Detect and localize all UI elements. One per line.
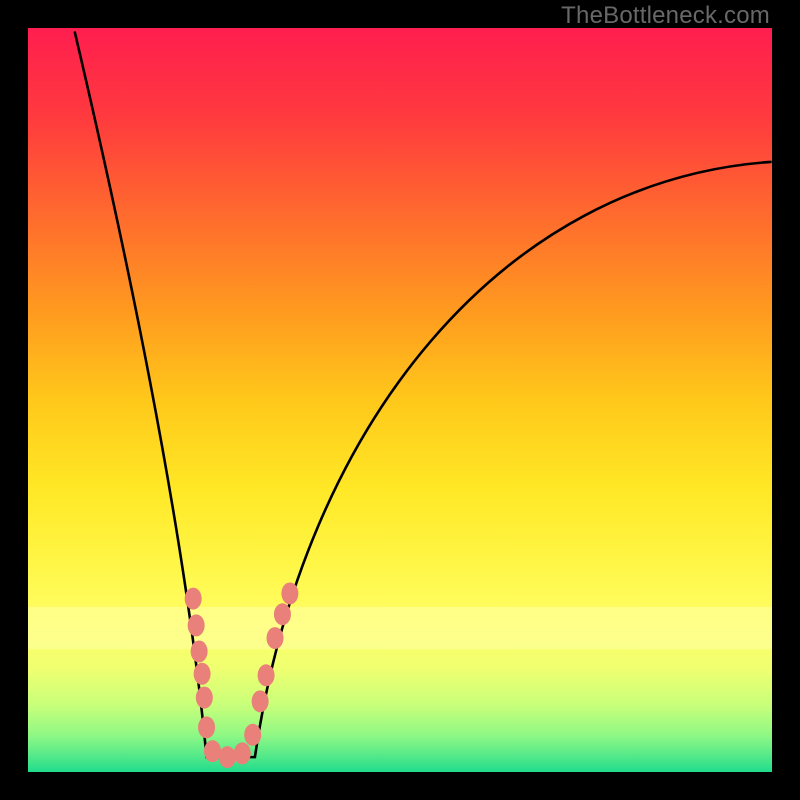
- curve-marker: [244, 724, 261, 746]
- curve-marker: [258, 664, 275, 686]
- curve-marker: [281, 582, 298, 604]
- curve-marker: [196, 687, 213, 709]
- curve-marker: [274, 603, 291, 625]
- curve-marker: [191, 640, 208, 662]
- curve-marker: [219, 746, 236, 768]
- chart-frame: TheBottleneck.com: [0, 0, 800, 800]
- curve-marker: [204, 740, 221, 762]
- bottleneck-chart: [0, 0, 800, 800]
- watermark-text: TheBottleneck.com: [561, 2, 770, 30]
- curve-marker: [188, 614, 205, 636]
- curve-marker: [198, 716, 215, 738]
- curve-marker: [267, 627, 284, 649]
- curve-marker: [194, 663, 211, 685]
- curve-marker: [252, 690, 269, 712]
- curve-marker: [185, 588, 202, 610]
- curve-marker: [234, 742, 251, 764]
